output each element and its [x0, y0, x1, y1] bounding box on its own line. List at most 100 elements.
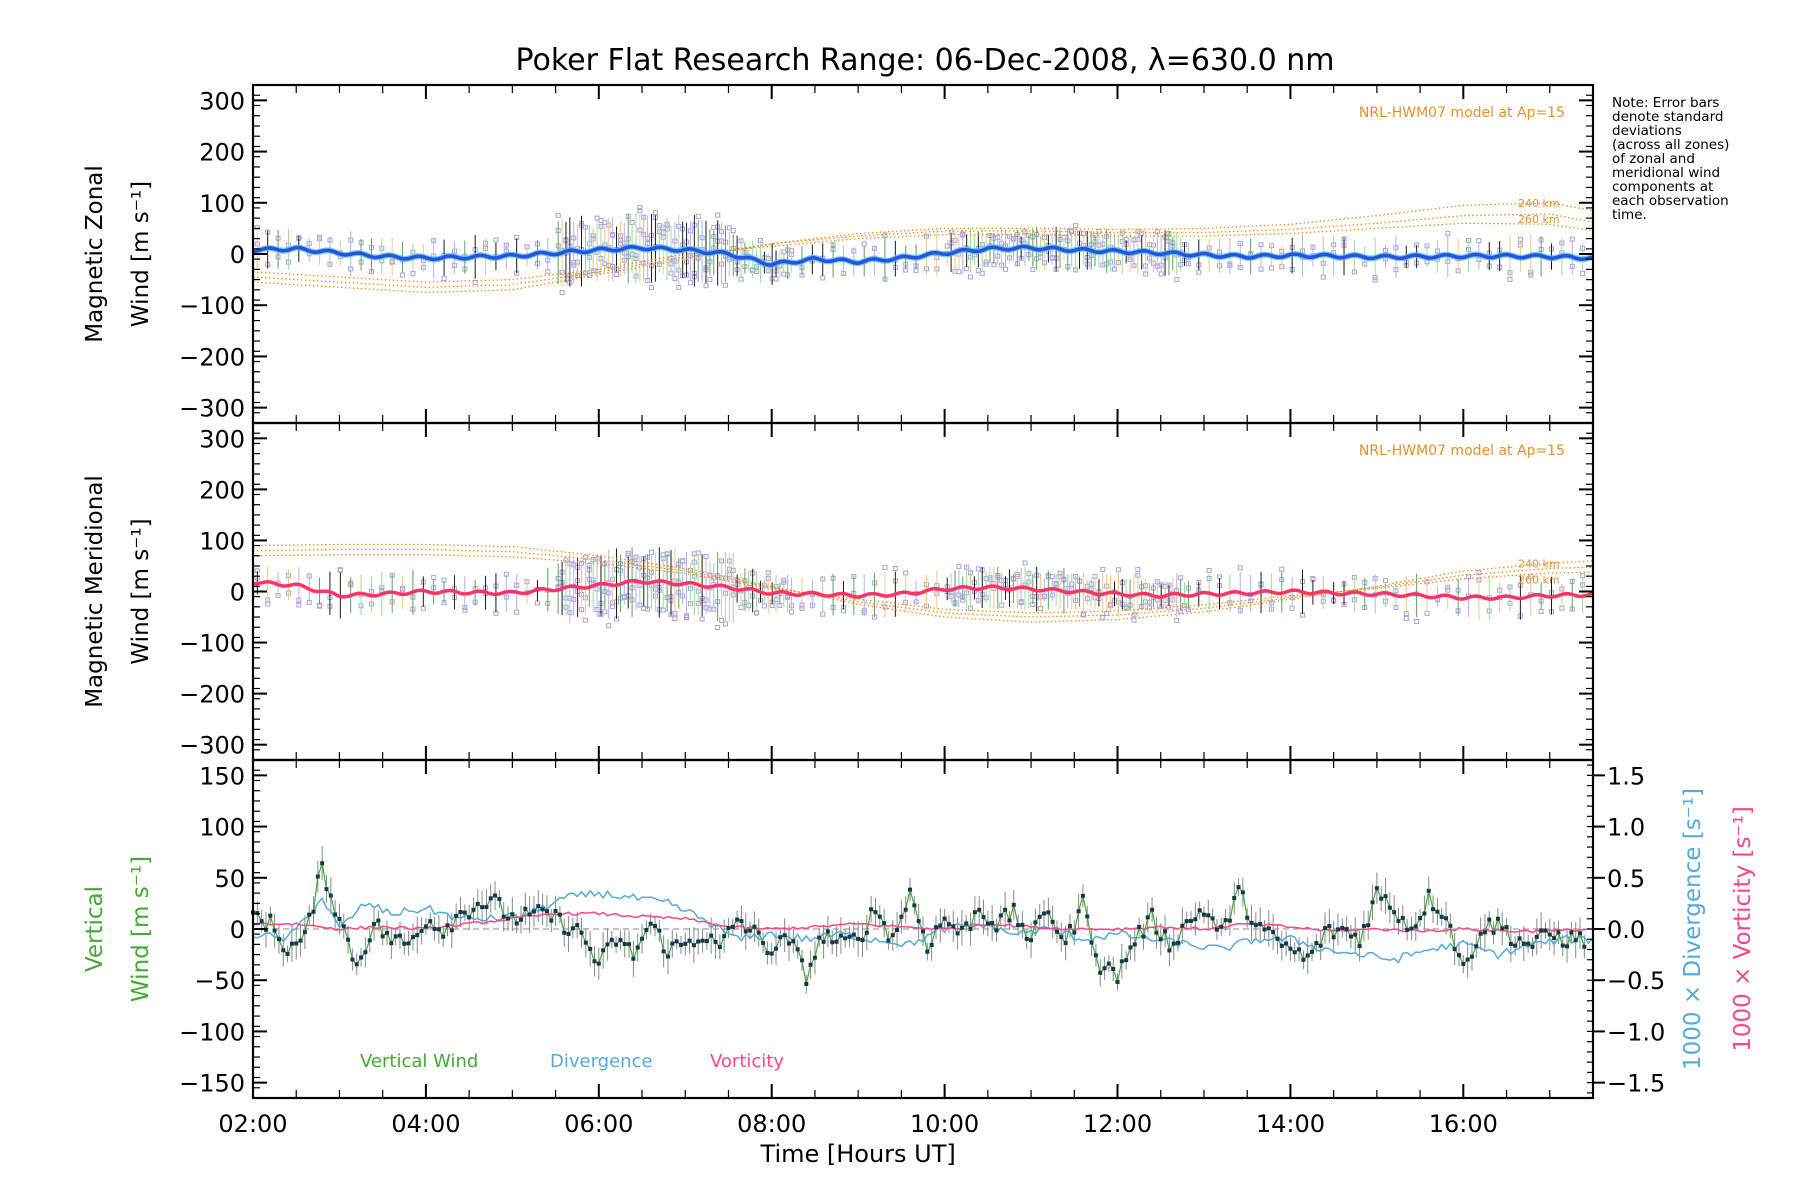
y2-tick-label: 1.5 — [1607, 762, 1645, 790]
vertical-wind-point — [341, 924, 346, 929]
vertical-wind-point — [1578, 931, 1583, 936]
sample-point — [1135, 566, 1141, 572]
legend: Vertical Wind Divergence Vorticity — [360, 1051, 784, 1072]
sample-point — [968, 274, 974, 280]
vertical-wind-point — [1366, 923, 1371, 928]
sample-point — [1414, 618, 1420, 624]
vertical-wind-point — [553, 909, 558, 914]
vertical-wind-point — [1210, 916, 1215, 921]
vertical-wind-point — [562, 930, 567, 935]
sample-point — [789, 609, 795, 615]
vertical-wind-point — [877, 914, 882, 919]
vertical-wind-point — [1089, 940, 1094, 945]
vertical-wind-point — [1292, 950, 1297, 955]
vertical-wind-point — [691, 943, 696, 948]
vertical-wind-point — [968, 927, 973, 932]
vertical-wind-point — [1024, 936, 1029, 941]
y-tick-label: 0 — [230, 241, 245, 269]
vertical-wind-point — [717, 944, 722, 949]
mean-line — [252, 579, 1594, 601]
vertical-wind-point — [1508, 941, 1513, 946]
vertical-wind-point — [436, 927, 441, 932]
vertical-wind-point — [622, 942, 627, 947]
vertical-wind-point — [1206, 913, 1211, 918]
vertical-wind-point — [480, 905, 485, 910]
vertical-wind-point — [825, 929, 830, 934]
vertical-wind-point — [1387, 905, 1392, 910]
vertical-wind-point — [311, 909, 316, 914]
sample-point — [979, 270, 985, 276]
vertical-wind-point — [1565, 944, 1570, 949]
x-tick-label: 10:00 — [910, 1110, 979, 1138]
vertical-wind-point — [519, 917, 523, 922]
vertical-wind-point — [601, 948, 606, 953]
sample-point — [1403, 615, 1409, 621]
vertical-wind-point — [406, 941, 411, 946]
note-line: meridional wind — [1612, 165, 1721, 181]
vertical-wind-point — [307, 912, 312, 917]
y-axis-label-line2: Wind [m s⁻¹] — [128, 856, 154, 1002]
vertical-wind-point — [743, 929, 748, 934]
sample-point — [637, 205, 643, 211]
vertical-wind-point — [1037, 914, 1042, 919]
vertical-wind-point — [501, 914, 506, 919]
sample-point — [625, 550, 631, 556]
vertical-wind-point — [1245, 915, 1250, 920]
vertical-wind-point — [445, 923, 450, 928]
sample-point — [975, 268, 981, 274]
vertical-wind-point — [1405, 927, 1410, 932]
x-axis-label: Time [Hours UT] — [760, 1140, 956, 1168]
sample-point — [1320, 274, 1326, 280]
sample-point — [913, 268, 919, 274]
vertical-wind-point — [320, 861, 325, 866]
vertical-wind-point — [977, 907, 982, 912]
y-tick-label: 100 — [199, 190, 245, 218]
y2-tick-label: −1.5 — [1607, 1070, 1665, 1098]
legend-item: Vertical Wind — [360, 1051, 478, 1072]
sample-point — [652, 210, 658, 216]
vertical-wind-point — [328, 893, 333, 898]
vertical-wind-point — [938, 923, 943, 928]
sample-point — [1476, 238, 1482, 244]
vertical-wind-point — [1115, 979, 1120, 984]
vertical-wind-point — [951, 924, 956, 929]
vertical-wind-point — [1500, 926, 1505, 931]
vertical-wind-point — [735, 917, 740, 922]
vertical-wind-point — [683, 941, 688, 946]
y-tick-label: 300 — [199, 87, 245, 115]
sample-point — [1096, 228, 1102, 234]
vertical-wind-point — [925, 949, 930, 954]
vertical-wind-point — [722, 934, 727, 939]
y-tick-label: 100 — [199, 527, 245, 555]
vertical-wind-point — [259, 919, 264, 924]
vertical-wind-point — [506, 916, 511, 921]
vertical-wind-point — [1491, 930, 1496, 935]
divergence-line — [252, 889, 1594, 964]
vertical-wind-point — [531, 909, 536, 914]
vertical-wind-point — [1517, 936, 1522, 941]
vertical-wind-point — [337, 916, 342, 921]
vertical-wind-point — [268, 913, 273, 918]
vertical-wind-point — [484, 905, 489, 910]
sample-point — [559, 289, 565, 295]
vertical-wind-point — [441, 934, 446, 939]
sample-point — [410, 271, 416, 277]
vertical-wind-point — [834, 939, 839, 944]
legend-item: Vorticity — [710, 1051, 784, 1072]
vertical-wind-point — [1284, 941, 1289, 946]
vertical-wind-point — [1327, 924, 1332, 929]
vertical-wind-point — [1046, 910, 1051, 915]
vertical-wind-point — [1439, 914, 1444, 919]
model-line-3 — [252, 554, 1594, 614]
vertical-wind-point — [1288, 946, 1293, 951]
vertical-wind-point — [1214, 927, 1219, 932]
y-tick-label: −300 — [179, 395, 245, 423]
sample-point — [1507, 276, 1513, 282]
vertical-wind-point — [475, 901, 480, 906]
sample-point — [726, 225, 732, 231]
vertical-wind-points — [251, 861, 1587, 986]
vertical-wind-point — [847, 934, 852, 939]
vertical-wind-point — [467, 915, 472, 920]
vertical-wind-point — [964, 921, 969, 926]
vertical-wind-point — [1521, 941, 1526, 946]
